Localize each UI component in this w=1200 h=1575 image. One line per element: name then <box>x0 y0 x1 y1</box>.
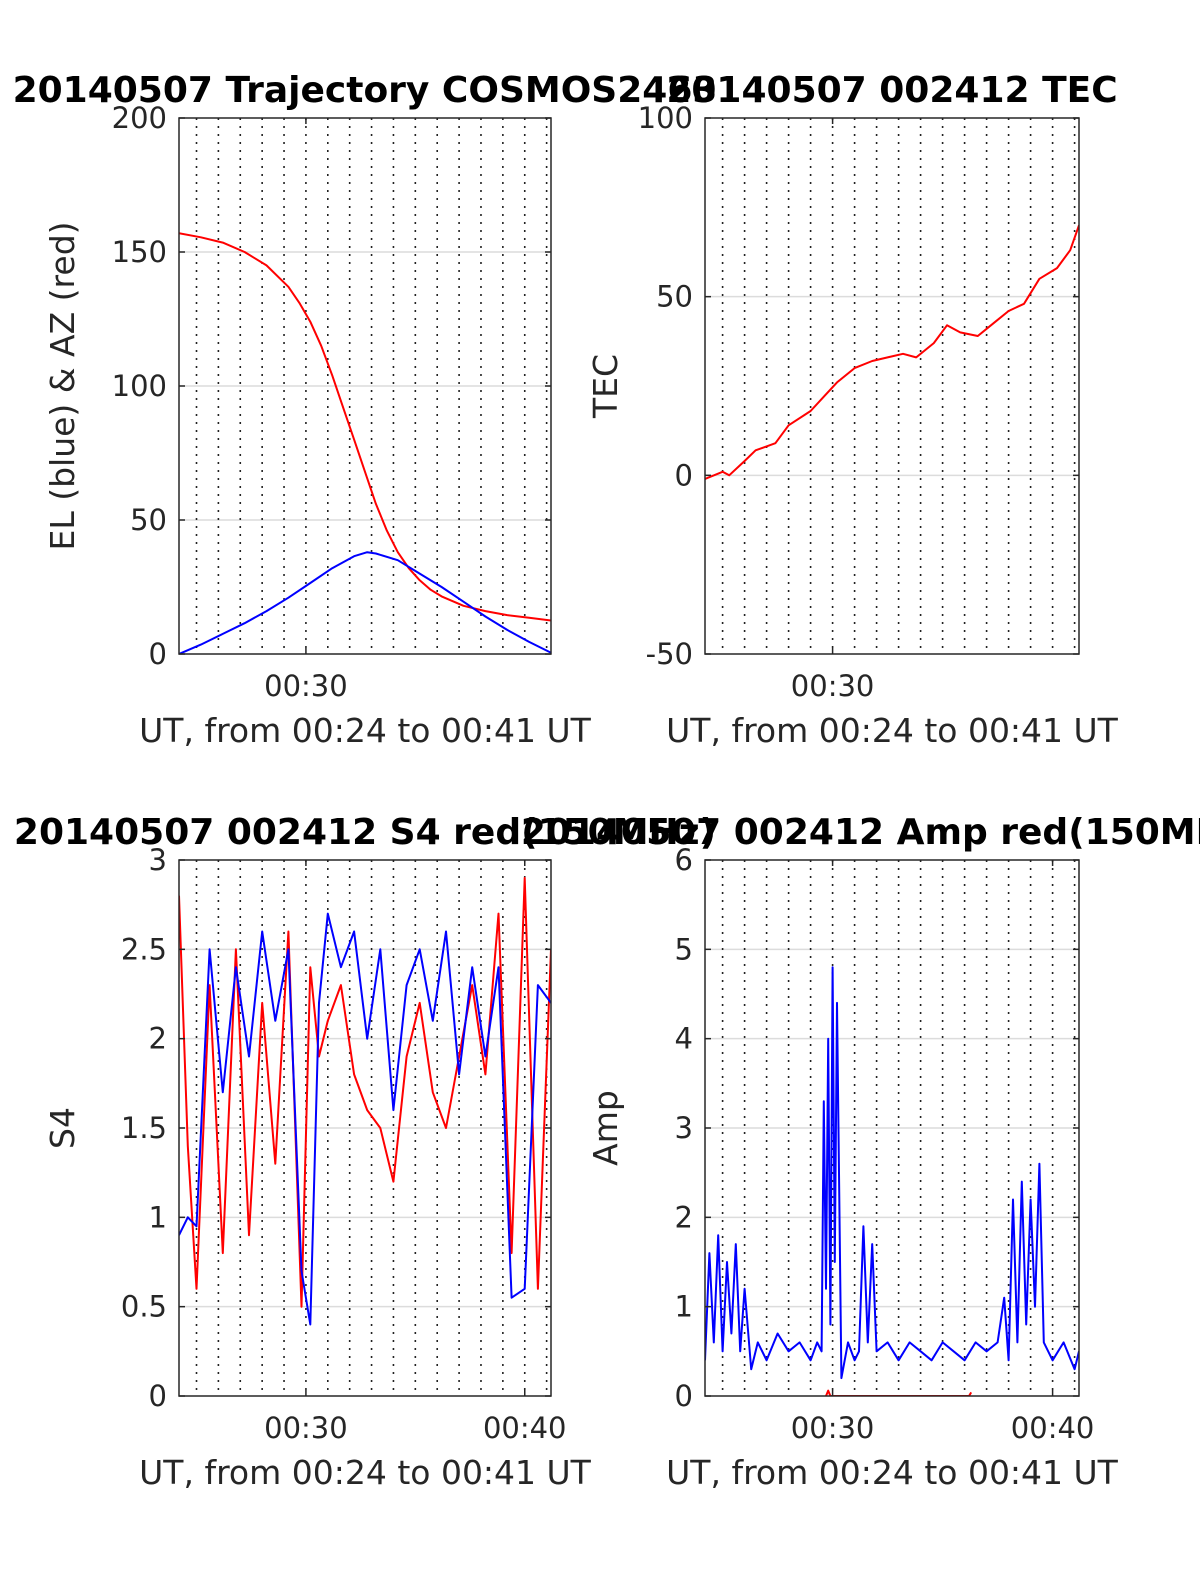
y-tick-label: 2 <box>149 1022 167 1056</box>
y-tick-label: 2.5 <box>121 932 167 966</box>
s4-panel: 0 0.5 1 1.5 2 2.5 3 00:30 00:40 UT, from 00:24 to… <box>14 812 716 1492</box>
y-tick-label: -50 <box>646 637 693 671</box>
y-axis-label: Amp <box>586 1090 625 1166</box>
y-tick-label: 5 <box>675 932 693 966</box>
series-group <box>705 966 1079 1396</box>
x-axis-label: UT, from 00:24 to 00:41 UT <box>139 711 592 750</box>
series-line-0 <box>825 1389 973 1396</box>
y-tick-label: 0 <box>149 1379 167 1413</box>
y-tick-label: 100 <box>112 369 167 403</box>
series-line-1 <box>179 551 551 654</box>
x-axis-label: UT, from 00:24 to 00:41 UT <box>139 1453 592 1492</box>
series-group <box>179 876 551 1326</box>
y-tick-label: 6 <box>675 843 693 877</box>
y-tick-label: 4 <box>675 1022 693 1056</box>
series-line-1 <box>179 912 551 1326</box>
x-tick-label: 00:40 <box>1011 1411 1095 1445</box>
y-axis-label: S4 <box>43 1107 82 1149</box>
trajectory-panel: 0 50 100 150 200 00:30 UT, from 00:24 to 00:41… <box>13 70 718 750</box>
y-tick-label: 50 <box>130 503 167 537</box>
y-axis-label: EL (blue) & AZ (red) <box>43 221 82 550</box>
x-tick-label: 00:30 <box>264 1411 348 1445</box>
y-tick-label: 150 <box>112 235 167 269</box>
y-tick-label: 100 <box>638 101 693 135</box>
tec-panel: -50 0 50 100 00:30 UT, from 00:24 to 00:41 UT… <box>586 70 1119 750</box>
amp-panel: 0 1 2 3 4 5 6 00:30 00:40 UT, from 00:24 to 00:41… <box>521 812 1200 1492</box>
y-tick-label: 3 <box>149 843 167 877</box>
x-tick-label: 00:30 <box>791 669 875 703</box>
x-tick-label: 00:30 <box>791 1411 875 1445</box>
chart-title: 20140507 002412 Amp red(150MHz) <box>521 812 1200 853</box>
x-tick-label: 00:30 <box>264 669 348 703</box>
chart-title: 20140507 Trajectory COSMOS2463 <box>13 70 718 111</box>
chart-title: 20140507 002412 S4 red(150MHz) <box>14 812 716 853</box>
x-axis-label: UT, from 00:24 to 00:41 UT <box>666 711 1119 750</box>
series-group <box>705 224 1079 480</box>
x-tick-label: 00:40 <box>483 1411 567 1445</box>
axes-box <box>704 117 1080 655</box>
y-tick-label: 0 <box>675 1379 693 1413</box>
chart-title: 20140507 002412 TEC <box>666 70 1117 111</box>
x-axis-label: UT, from 00:24 to 00:41 UT <box>666 1453 1119 1492</box>
y-tick-label: 1 <box>149 1200 167 1234</box>
y-tick-label: 1.5 <box>121 1111 167 1145</box>
y-tick-label: 200 <box>112 101 167 135</box>
y-tick-label: 0.5 <box>121 1290 167 1324</box>
y-tick-label: 0 <box>149 637 167 671</box>
plot-area <box>705 118 1079 654</box>
y-axis-label: TEC <box>586 354 625 419</box>
series-line-0 <box>179 876 551 1308</box>
y-tick-label: 0 <box>675 458 693 492</box>
y-tick-label: 1 <box>675 1290 693 1324</box>
y-tick-label: 3 <box>675 1111 693 1145</box>
series-line-1 <box>705 966 1079 1380</box>
y-tick-label: 2 <box>675 1200 693 1234</box>
series-line-0 <box>705 224 1079 480</box>
series-line-0 <box>179 232 551 622</box>
series-group <box>179 232 551 654</box>
y-tick-label: 50 <box>656 280 693 314</box>
